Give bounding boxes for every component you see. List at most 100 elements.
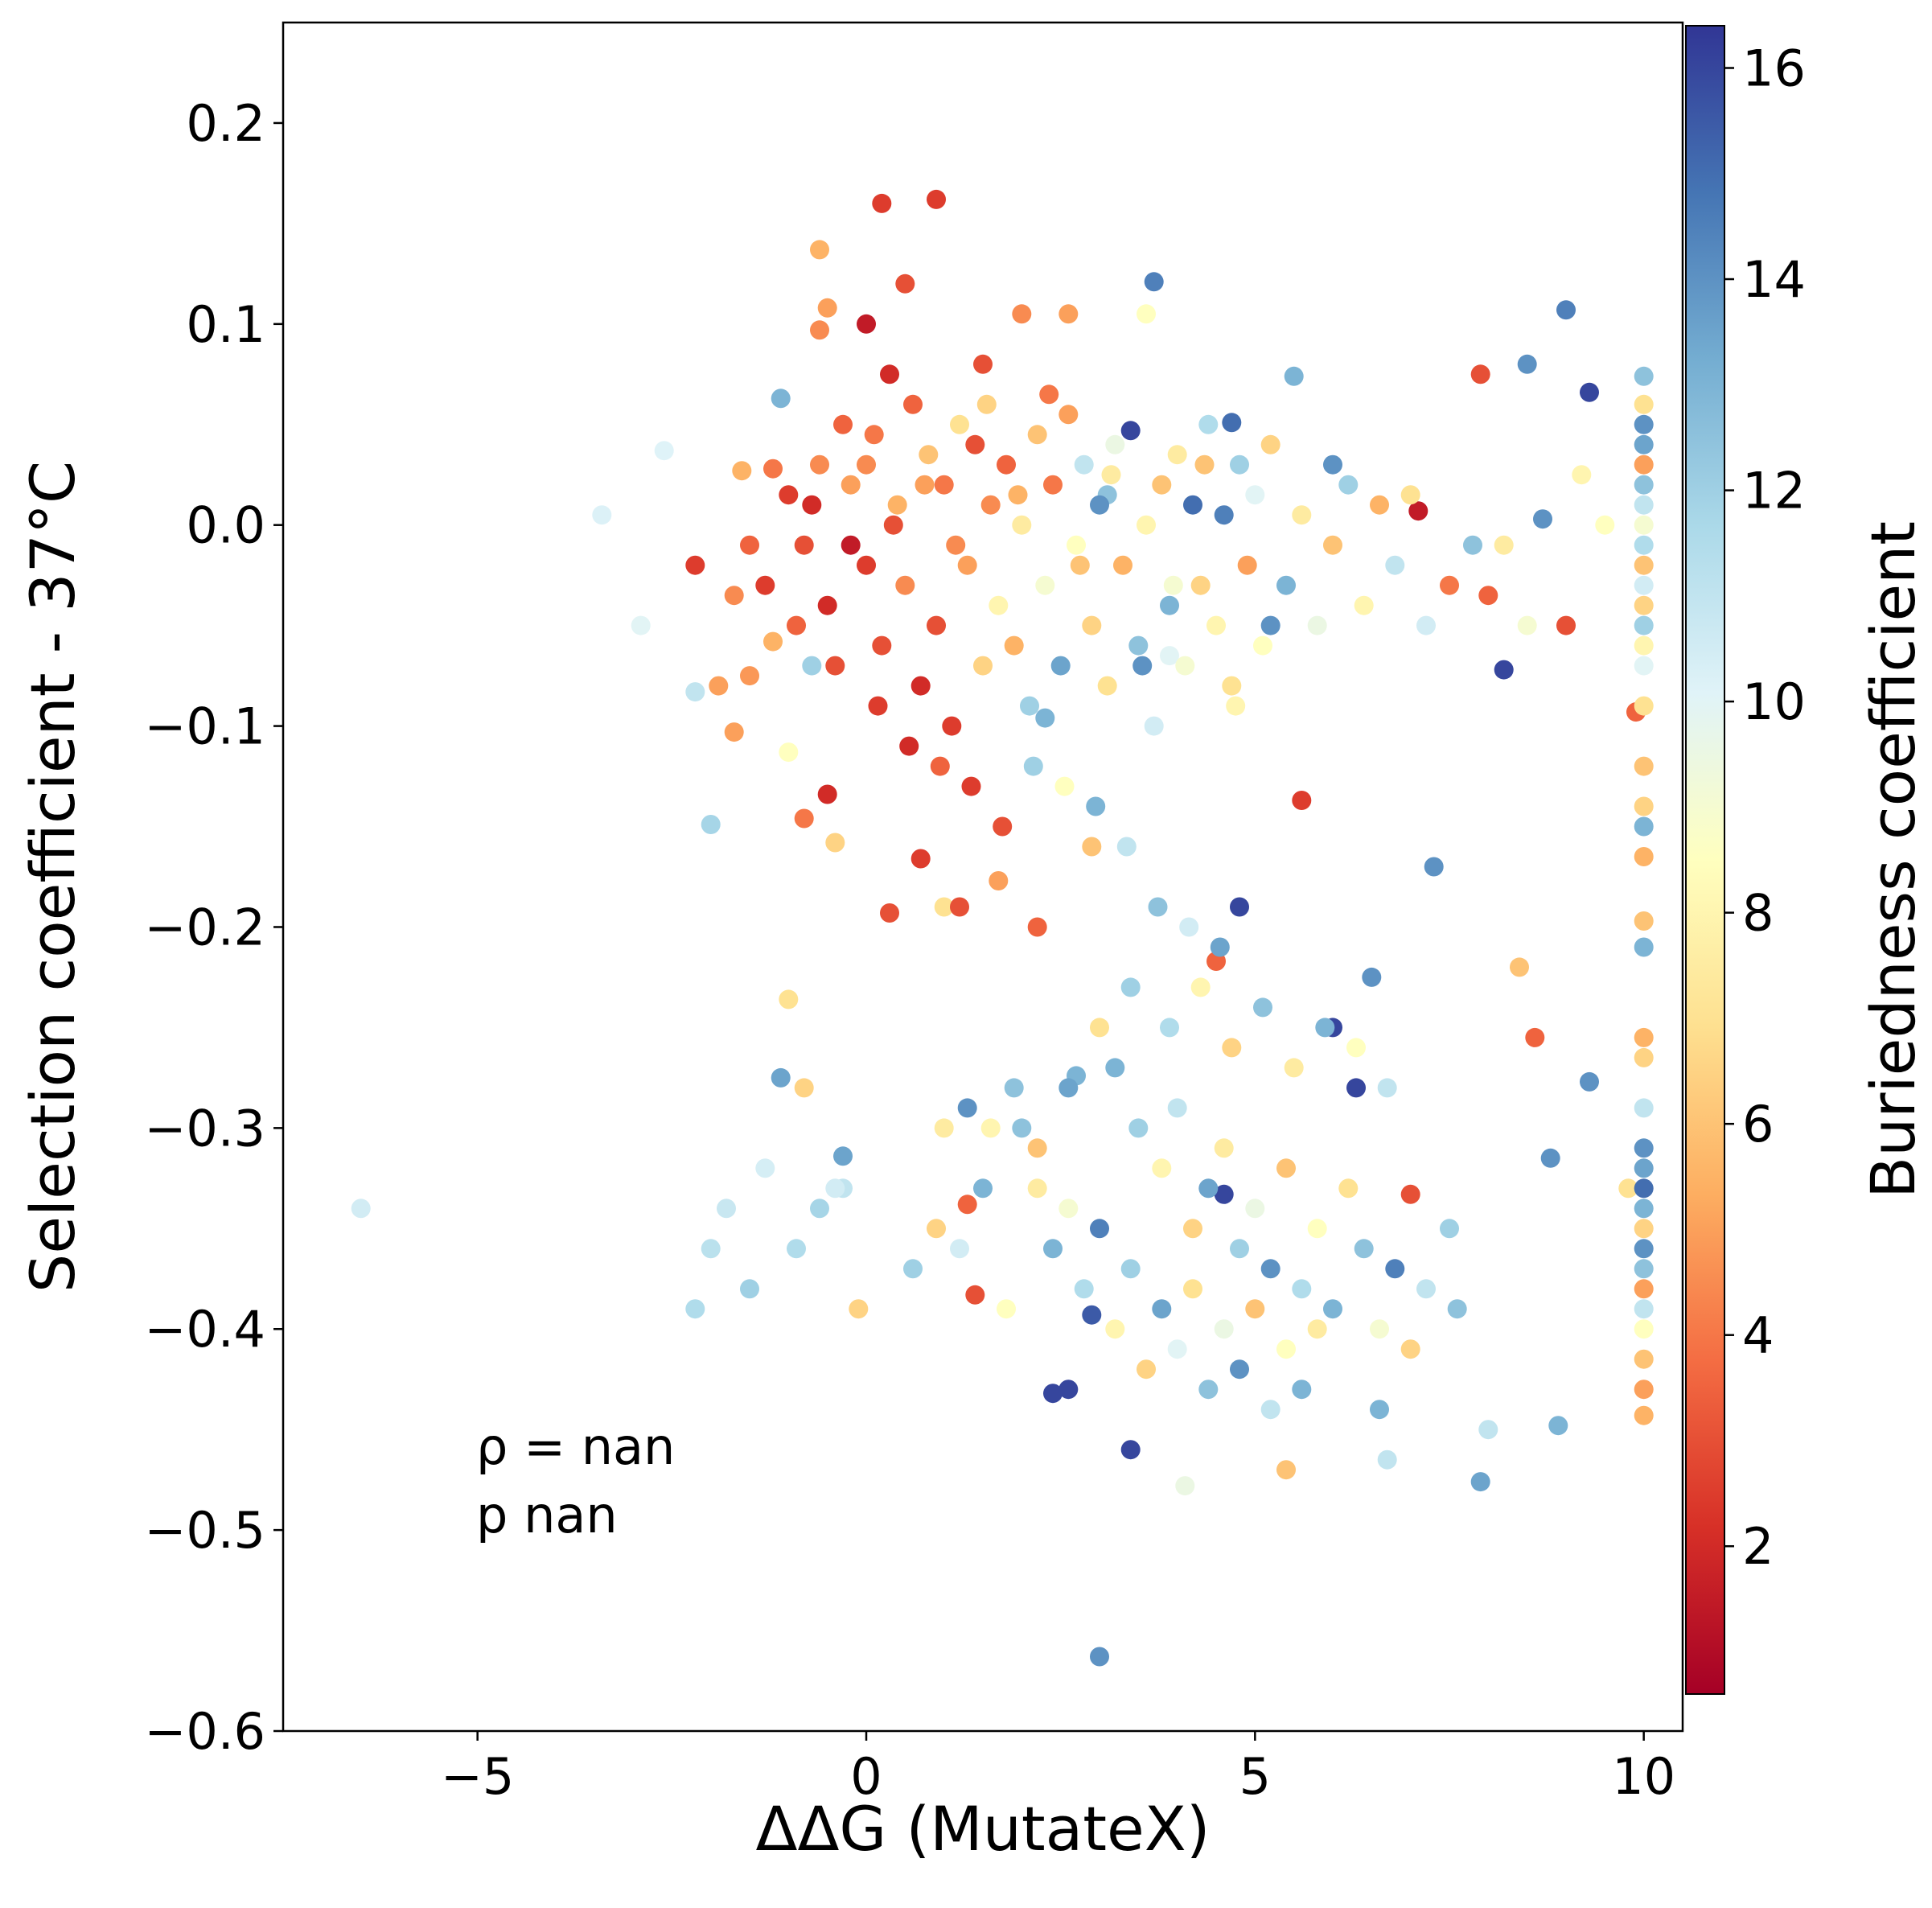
- data-point: [1058, 1199, 1078, 1218]
- data-point: [1634, 1028, 1654, 1047]
- data-point: [1323, 1299, 1342, 1318]
- data-point: [1634, 1138, 1654, 1158]
- data-point: [1261, 616, 1280, 635]
- data-point: [1121, 977, 1141, 997]
- data-point: [1541, 1149, 1560, 1168]
- data-point: [1440, 1219, 1459, 1238]
- data-point: [1039, 384, 1058, 404]
- colorbar-tick-label: 14: [1742, 250, 1806, 309]
- data-point: [1121, 1259, 1141, 1278]
- data-point: [701, 1239, 721, 1258]
- data-point: [1012, 304, 1031, 323]
- data-point: [1230, 1359, 1249, 1379]
- data-point: [1105, 1058, 1124, 1077]
- data-point: [787, 1239, 806, 1258]
- x-tick-label: 5: [1239, 1747, 1271, 1806]
- data-point: [1572, 465, 1591, 484]
- data-point: [911, 676, 931, 696]
- data-point: [1634, 817, 1654, 837]
- data-point: [1518, 616, 1537, 635]
- data-point: [725, 722, 744, 742]
- y-tick-label: −0.1: [144, 697, 265, 756]
- data-point: [1009, 485, 1028, 504]
- data-point: [802, 656, 821, 676]
- data-point: [1370, 496, 1389, 515]
- data-point: [1012, 1118, 1031, 1137]
- data-point: [1494, 536, 1514, 555]
- data-point: [1634, 1158, 1654, 1178]
- y-tick-label: 0.2: [186, 94, 265, 153]
- data-point: [1261, 435, 1280, 454]
- data-point: [1494, 660, 1514, 680]
- data-point: [1634, 697, 1654, 716]
- data-point: [1145, 717, 1164, 736]
- data-point: [1245, 1199, 1264, 1218]
- data-point: [1082, 837, 1101, 857]
- data-point: [1448, 1299, 1467, 1318]
- data-point: [1276, 1158, 1296, 1178]
- data-point: [1634, 1048, 1654, 1067]
- data-point: [981, 496, 1001, 515]
- data-point: [958, 1195, 977, 1214]
- x-tick-label: −5: [441, 1747, 514, 1806]
- data-point: [1308, 1219, 1327, 1238]
- colorbar-tick-label: 4: [1742, 1306, 1774, 1365]
- data-point: [1634, 435, 1654, 454]
- data-point: [1152, 475, 1171, 495]
- data-point: [1285, 367, 1304, 386]
- data-point: [1634, 576, 1654, 595]
- data-point: [717, 1199, 736, 1218]
- data-point: [351, 1199, 371, 1218]
- data-point: [1471, 1472, 1490, 1491]
- data-point: [1634, 1299, 1654, 1318]
- data-point: [993, 817, 1012, 837]
- data-point: [997, 455, 1016, 475]
- rho-annotation: ρ = nan: [476, 1417, 675, 1476]
- y-tick-label: −0.5: [144, 1501, 265, 1560]
- data-point: [1168, 1339, 1187, 1359]
- data-point: [1518, 355, 1537, 374]
- data-point: [1121, 421, 1141, 440]
- data-point: [1440, 576, 1459, 595]
- y-tick-label: −0.6: [144, 1702, 265, 1761]
- data-point: [1137, 516, 1156, 535]
- data-point: [1137, 1359, 1156, 1379]
- data-point: [1253, 636, 1272, 656]
- data-point: [1276, 1339, 1296, 1359]
- data-point: [810, 455, 829, 475]
- data-point: [1090, 496, 1109, 515]
- data-point: [1071, 556, 1090, 575]
- data-point: [709, 676, 728, 696]
- data-point: [931, 757, 950, 776]
- data-point: [740, 1279, 759, 1298]
- data-point: [787, 616, 806, 635]
- data-point: [1634, 1406, 1654, 1425]
- data-point: [927, 190, 946, 209]
- data-point: [1323, 455, 1342, 475]
- data-point: [1168, 445, 1187, 464]
- data-point: [732, 461, 751, 480]
- data-point: [1082, 616, 1101, 635]
- data-point: [1634, 556, 1654, 575]
- data-point: [1634, 911, 1654, 931]
- data-point: [1245, 485, 1264, 504]
- colorbar-label: Buriedness coefficient: [1857, 521, 1929, 1199]
- colorbar-tick-label: 2: [1742, 1517, 1774, 1576]
- data-point: [1005, 636, 1024, 656]
- data-point: [1152, 1299, 1171, 1318]
- data-point: [1401, 485, 1420, 504]
- data-point: [880, 364, 899, 384]
- colorbar-tick-label: 16: [1742, 39, 1806, 98]
- data-point: [1354, 596, 1374, 615]
- data-point: [1206, 616, 1226, 635]
- data-point: [1338, 475, 1358, 495]
- data-point: [1401, 1339, 1420, 1359]
- data-point: [965, 1285, 984, 1305]
- data-point: [1090, 1018, 1109, 1037]
- data-point: [919, 445, 938, 464]
- data-point: [857, 556, 876, 575]
- data-point: [1634, 757, 1654, 776]
- data-point: [1634, 1239, 1654, 1258]
- data-point: [1028, 1178, 1047, 1198]
- y-tick-label: −0.4: [144, 1300, 265, 1359]
